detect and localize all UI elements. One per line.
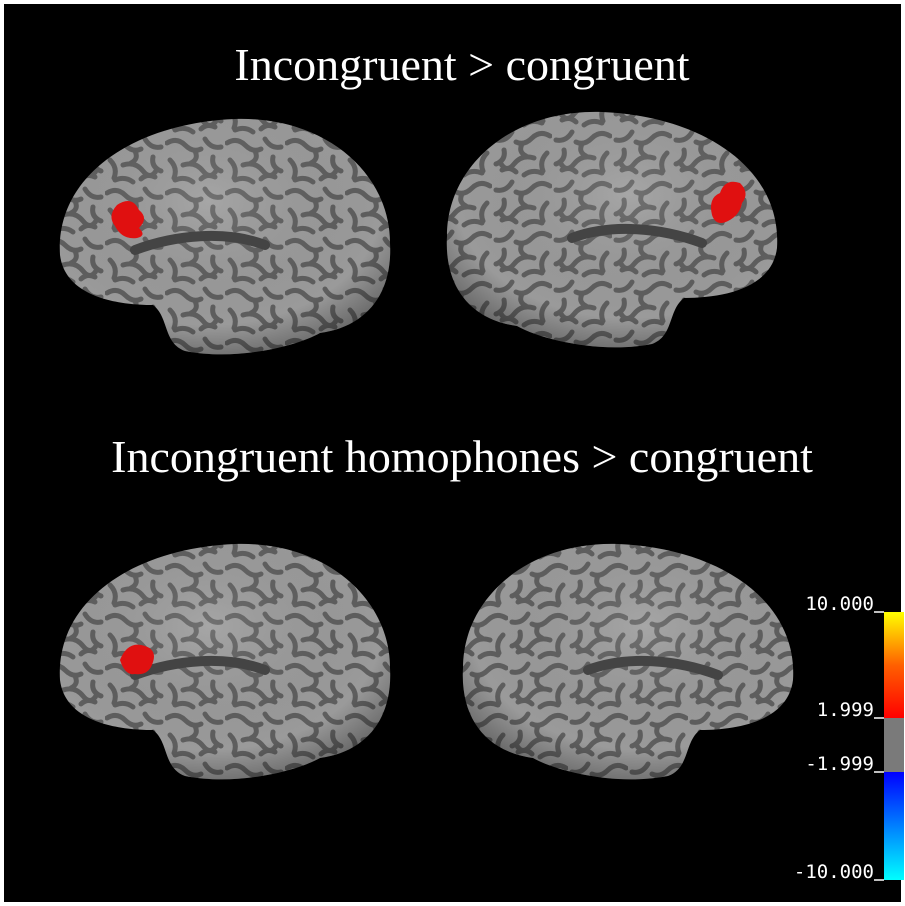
activation	[111, 201, 144, 239]
colorbar-label: 1.999	[817, 699, 874, 721]
brain-left	[59, 543, 391, 780]
colorbar-warm	[884, 612, 904, 718]
brain-left	[59, 118, 391, 355]
colorbar-cold	[884, 772, 904, 880]
activation	[711, 181, 746, 223]
colorbar-neutral	[884, 718, 904, 772]
brain-right	[446, 111, 778, 348]
colorbar: 10.000 1.999 -1.999 -10.000	[794, 593, 904, 883]
panel-title: Incongruent > congruent	[234, 39, 689, 90]
activation	[120, 644, 154, 675]
colorbar-ticks	[874, 611, 884, 881]
colorbar-label: -1.999	[805, 753, 874, 775]
panel-title: Incongruent homophones > congruent	[111, 431, 813, 482]
colorbar-label: 10.000	[805, 593, 874, 615]
colorbar-label: -10.000	[794, 861, 874, 883]
